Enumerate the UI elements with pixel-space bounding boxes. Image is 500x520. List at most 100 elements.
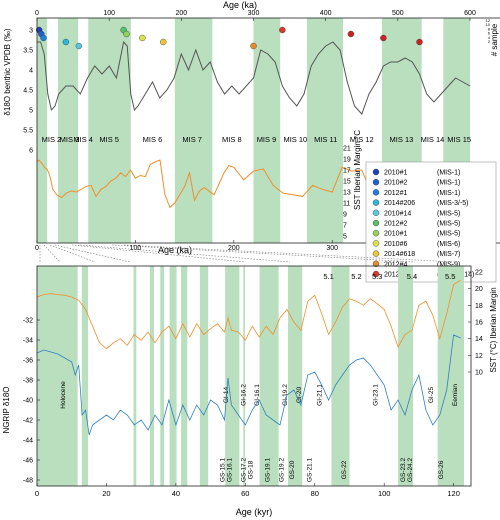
substage-label-0: 5.1 [323, 272, 333, 281]
top-ytick-right-label-8: 21 [343, 146, 351, 153]
legend-marker-10 [372, 270, 380, 278]
top-ylabel-left: δ18O benthic VPDB (‰) [3, 28, 12, 115]
bottom-xtick-label-5: 100 [378, 489, 391, 498]
bottom-xlabel: Age (kyr) [236, 507, 273, 517]
bottom-top-label-7: GI-23.1 [372, 384, 379, 406]
bottom-band-12 [331, 266, 350, 486]
bottom-top-label-8: GI-25 [428, 386, 435, 403]
top-xtick-label-1: 100 [103, 10, 115, 17]
bottom-band-11 [288, 266, 303, 486]
bottom-sst-line [36, 279, 461, 350]
legend-stage-2: (MIS-1) [437, 190, 460, 197]
top-band-0 [37, 18, 48, 243]
legend-sample-8: 2014#618 [384, 251, 415, 258]
top-axis-ticks: 0100200300400500600010020030040033.544.5… [23, 10, 491, 252]
bottom-bottom-label-8: GS-22 [341, 460, 348, 479]
bottom-band-13 [398, 266, 414, 486]
legend-stage-5: (MIS-5) [437, 221, 460, 228]
mis-label-8: MIS 9 [257, 135, 277, 144]
bottom-top-label-4: GI-19.2 [282, 384, 289, 406]
bottom-ylabel-right: SST (°C) Iberian Margin [489, 287, 498, 372]
top-ylabel-sample: # sample [490, 23, 499, 56]
legend-marker-9 [372, 260, 380, 267]
bottom-ytick-right-label-4: 14 [475, 336, 483, 343]
legend-stage-7: (MIS-6) [437, 241, 460, 248]
top-xtick-label-4: 400 [320, 10, 332, 17]
top-benthic-line [37, 40, 471, 115]
sample-tick-label-5: 2 [488, 39, 491, 44]
bottom-ytick-label-2: -36 [23, 358, 33, 365]
bottom-band-0 [37, 266, 78, 486]
bottom-bottom-label-5: GS-19.2 [279, 458, 286, 483]
bottom-band-10 [259, 266, 279, 486]
bottom-bottom-label-0: GS-15.1 [219, 458, 226, 483]
sample-tick-label-3: 6 [488, 31, 491, 36]
bottom-ytick-right-label-0: 22 [475, 270, 483, 277]
sample-tick-label-0: 12 [486, 18, 491, 23]
legend-marker-3 [372, 199, 380, 206]
sample-point-2010#1b [123, 30, 130, 38]
legend-stage-8: (MIS-7) [437, 251, 460, 258]
bottom-band-2 [133, 266, 137, 486]
top-sample-points [35, 26, 423, 50]
legend-stage-1: (MIS-1) [437, 180, 460, 187]
bottom-top-label-9: Eemian [452, 384, 459, 406]
top-ytick-right-label-0: 5 [343, 234, 347, 241]
bottom-plot-frame [36, 265, 472, 487]
bottom-ytick-label-6: -44 [23, 438, 33, 445]
legend-stage-9: (MIS-9) [437, 261, 460, 268]
bottom-bottom-label-3: GS-18 [247, 460, 254, 479]
sample-point-2014#206 [62, 38, 70, 46]
sample-point-2010#14 [75, 42, 83, 50]
bottom-ytick-right-label-6: 10 [475, 370, 483, 377]
zoom-connectors [39, 244, 456, 263]
mis-label-12: MIS 13 [390, 135, 414, 144]
sample-point-2012#4 [250, 42, 257, 50]
bottom-bottom-label-11: GS-26 [438, 460, 445, 479]
mis-label-9: MIS 10 [283, 135, 307, 144]
bottom-band-7 [199, 266, 209, 486]
legend-sample-10: 2012#3 [384, 272, 407, 279]
top-band-3 [174, 18, 213, 243]
bottom-band-8 [225, 266, 240, 486]
bottom-xtick-label-4: 80 [311, 489, 319, 498]
legend-frame [365, 161, 497, 283]
sample-point-2014#618 [160, 38, 167, 46]
top-xtick-label-2: 200 [175, 10, 187, 17]
top-xtick-label-6: 600 [464, 10, 476, 17]
bottom-panel: Holocene GI-14 GI-16.2 GI-16.1 GI-19.2 GI-20 G… [2, 265, 498, 517]
top-sst-series [36, 159, 451, 209]
top-sst-line [36, 159, 451, 209]
top-xtick-label-0: 0 [35, 10, 39, 17]
bottom-bottom-label-4: GS-19.1 [265, 458, 272, 483]
bottom-bottom-label-6: GS-20 [289, 460, 296, 479]
bottom-axis-ticks: 0 20 40 60 80 100 120 -32 -34 -36 -38 -40 -42 -44 -46 -… [23, 270, 483, 499]
substage-label-3: 5.4 [407, 272, 417, 281]
bottom-top-label-6: GI-21.1 [317, 384, 324, 406]
sample-point-2012#3c [380, 34, 387, 42]
bottom-top-label-2: GI-16.2 [240, 384, 247, 406]
top-band-2 [88, 18, 131, 243]
bottom-band-9 [243, 266, 245, 486]
legend-marker-7 [372, 240, 380, 247]
top-ytick-label-3: 4.5 [23, 88, 33, 95]
bottom-xtick-label-3: 60 [241, 489, 249, 498]
legend-marker-5 [372, 219, 380, 227]
bottom-bottom-label-10: GS-24.2 [407, 458, 414, 483]
bottom-ytick-label-0: -32 [23, 318, 33, 325]
top-band-1 [57, 18, 79, 243]
top-ytick-label-1: 3.5 [23, 48, 33, 55]
top-ylabel-right: SST Iberian Margin °C [353, 130, 362, 210]
bottom-ytick-label-8: -48 [23, 478, 33, 485]
top-ytick-right-label-3: 11 [343, 201, 350, 208]
top-ytick-label-5: 5.5 [23, 128, 33, 135]
legend-stage-4: (MIS-5) [437, 210, 460, 217]
legend-sample-7: 2010#6 [384, 241, 407, 248]
bottom-xtick-label-2: 40 [172, 489, 180, 498]
legend-marker-6 [372, 229, 380, 237]
legend-sample-2: 2012#1 [384, 190, 407, 197]
bottom-band-14 [437, 266, 465, 486]
legend-sample-3: 2014#206 [384, 200, 415, 207]
bottom-band-6 [181, 266, 188, 486]
